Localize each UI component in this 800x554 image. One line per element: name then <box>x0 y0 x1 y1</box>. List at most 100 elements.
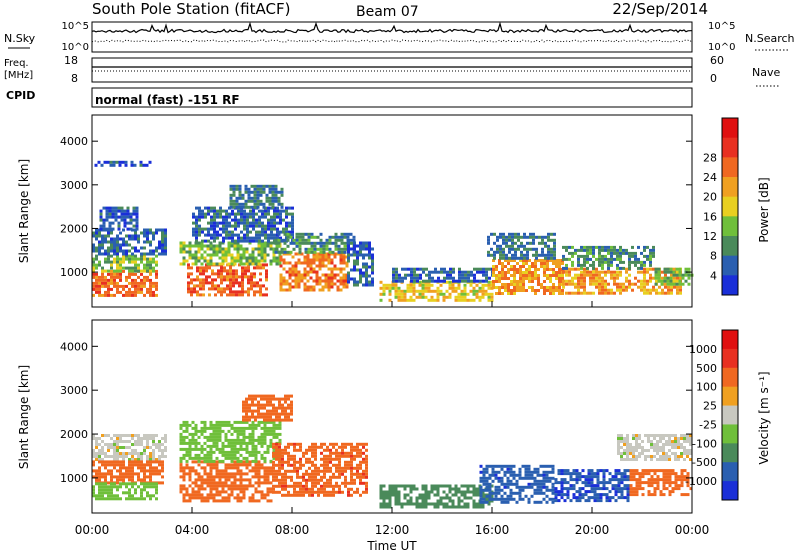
velocity-cell <box>647 481 651 485</box>
velocity-cell <box>293 484 296 488</box>
velocity-cell <box>391 490 395 494</box>
velocity-cell <box>179 438 183 442</box>
velocity-cell <box>215 420 219 424</box>
velocity-cell <box>203 487 207 491</box>
power-cell <box>643 254 646 258</box>
velocity-cell <box>488 473 492 477</box>
power-cell <box>253 190 257 194</box>
power-cell <box>520 253 523 257</box>
velocity-cell <box>454 493 458 497</box>
velocity-cell <box>92 463 95 467</box>
velocity-cell <box>488 476 492 480</box>
power-cell <box>443 267 446 271</box>
power-cell <box>510 259 513 262</box>
velocity-cell <box>143 482 146 486</box>
power-cell <box>424 286 428 290</box>
velocity-cell <box>287 490 290 494</box>
power-cell <box>430 289 434 293</box>
power-cell <box>676 270 679 274</box>
velocity-cell <box>605 496 609 500</box>
velocity-cell <box>605 481 609 485</box>
velocity-cell <box>323 460 326 464</box>
power-cell <box>565 282 568 286</box>
power-cell <box>359 280 362 284</box>
velocity-cell <box>233 460 237 464</box>
power-cell <box>371 265 374 269</box>
velocity-cell <box>143 469 146 473</box>
power-cell <box>504 289 507 292</box>
power-cell <box>92 293 95 297</box>
velocity-cell <box>98 475 101 479</box>
power-cell <box>187 290 190 294</box>
power-cell <box>256 266 259 270</box>
velocity-cell <box>436 484 440 488</box>
power-cell <box>291 255 295 259</box>
power-cell <box>568 245 571 249</box>
power-cell <box>385 283 389 287</box>
power-cell <box>484 292 488 296</box>
power-cell <box>592 263 595 267</box>
velocity-cell <box>293 481 296 485</box>
power-cell <box>514 253 517 257</box>
power-cell <box>353 277 356 281</box>
power-cell <box>565 263 568 267</box>
power-cell <box>395 279 398 283</box>
velocity-cell <box>536 488 540 492</box>
power-cell <box>498 262 501 265</box>
velocity-cell <box>314 478 317 482</box>
velocity-cell <box>191 481 195 485</box>
power-cell <box>652 267 655 271</box>
power-cell <box>198 230 201 234</box>
velocity-cell <box>149 472 152 476</box>
velocity-cell <box>251 400 254 404</box>
power-cell <box>586 270 589 274</box>
velocity-cell <box>314 469 317 473</box>
velocity-cell <box>469 490 473 494</box>
power-cell <box>200 262 204 266</box>
power-cell <box>288 267 292 271</box>
velocity-cell <box>545 476 549 480</box>
velocity-cell <box>263 415 266 419</box>
power-cell <box>303 261 307 265</box>
velocity-cell <box>554 478 558 482</box>
velocity-cell <box>344 451 347 455</box>
power-cell <box>487 286 491 290</box>
power-cell <box>463 283 467 287</box>
velocity-cell <box>287 451 290 455</box>
power-cell <box>237 212 240 216</box>
power-cell <box>522 283 525 286</box>
velocity-cell <box>329 475 332 479</box>
power-cell <box>501 283 504 286</box>
power-cell <box>507 292 510 295</box>
velocity-cell <box>278 400 281 404</box>
power-cell <box>250 275 253 279</box>
power-cell <box>285 279 289 283</box>
power-cell <box>331 250 335 254</box>
velocity-cell <box>487 499 491 503</box>
velocity-cell <box>182 472 186 476</box>
power-cell <box>448 283 452 287</box>
velocity-cell <box>365 472 368 476</box>
velocity-cell <box>278 448 281 452</box>
velocity-cell <box>608 490 612 494</box>
power-cell <box>252 224 255 228</box>
velocity-cell <box>557 481 561 485</box>
power-cell <box>196 293 199 297</box>
power-cell <box>140 252 143 256</box>
velocity-cell <box>146 460 149 464</box>
power-cell <box>628 279 631 283</box>
power-cell <box>319 238 323 242</box>
velocity-cell <box>593 490 597 494</box>
power-cell <box>255 212 258 216</box>
velocity-cell <box>218 469 222 473</box>
velocity-cell <box>581 475 585 479</box>
velocity-cell <box>242 493 246 497</box>
power-cell <box>616 263 619 267</box>
velocity-cell <box>317 478 320 482</box>
velocity-cell <box>491 473 495 477</box>
power-cell <box>583 260 586 264</box>
velocity-cell <box>128 494 131 498</box>
power-cell <box>260 259 264 263</box>
velocity-cell <box>245 435 249 439</box>
power-cell <box>664 273 667 277</box>
